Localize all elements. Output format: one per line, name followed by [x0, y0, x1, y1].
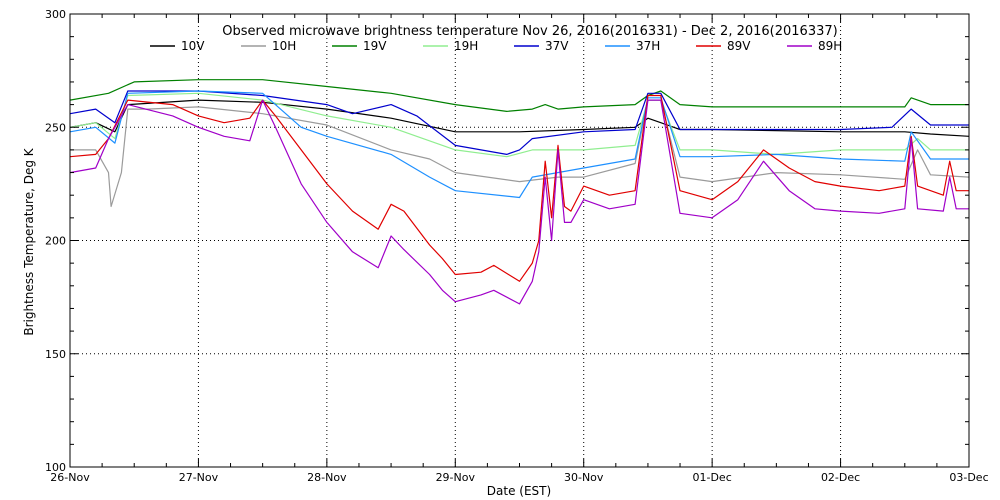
series-line-19v — [69, 79, 969, 112]
x-tick-label: 01-Dec — [693, 471, 732, 484]
legend-label-19h: 19H — [454, 39, 478, 53]
series-line-89h — [69, 99, 969, 305]
legend-label-37v: 37V — [545, 39, 569, 53]
legend-label-37h: 37H — [636, 39, 660, 53]
y-tick-label: 150 — [45, 348, 66, 361]
legend: 10V 10H 19V 19H 37V 37H 89V 89H — [150, 39, 842, 53]
x-tick-label: 28-Nov — [307, 471, 347, 484]
y-tick-label: 300 — [45, 8, 66, 21]
x-tick-label: 27-Nov — [179, 471, 219, 484]
series-lines — [69, 79, 970, 305]
x-axis-ticks: 26-Nov 27-Nov 28-Nov 29-Nov 30-Nov 01-Dec 02-D… — [50, 14, 989, 484]
y-tick-label: 100 — [45, 461, 66, 474]
series-line-37h — [69, 90, 969, 199]
legend-label-19v: 19V — [363, 39, 387, 53]
x-tick-label: 26-Nov — [50, 471, 90, 484]
x-tick-label: 02-Dec — [821, 471, 860, 484]
y-tick-label: 200 — [45, 235, 66, 248]
y-tick-label: 250 — [45, 121, 66, 134]
x-tick-label: 29-Nov — [436, 471, 476, 484]
series-line-89v — [69, 94, 969, 282]
y-axis-label: Brightness Temperature, Deg K — [22, 147, 36, 335]
legend-label-89h: 89H — [818, 39, 842, 53]
series-line-19h — [69, 92, 969, 158]
chart-title: Observed microwave brightness temperatur… — [222, 24, 837, 39]
series-line-10v — [69, 99, 970, 137]
x-tick-label: 30-Nov — [564, 471, 604, 484]
grid — [70, 14, 969, 467]
series-line-10h — [70, 99, 970, 208]
legend-label-89v: 89V — [727, 39, 751, 53]
x-tick-label: 03-Dec — [949, 471, 988, 484]
x-axis-label: Date (EST) — [487, 484, 551, 498]
legend-label-10h: 10H — [272, 39, 296, 53]
y-axis-ticks: 100 150 200 250 300 — [45, 8, 969, 474]
legend-label-10v: 10V — [181, 39, 205, 53]
